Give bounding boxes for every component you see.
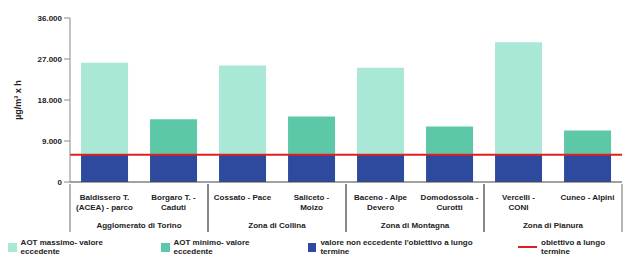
html-text:AOT massimo- valore eccedente: AOT massimo- valore eccedente	[20, 238, 103, 256]
svg-text:Zona di Montagna: Zona di Montagna	[381, 221, 450, 230]
svg-text:(ACEA) - parco: (ACEA) - parco	[76, 203, 133, 212]
svg-text:Saliceto -: Saliceto -	[294, 193, 330, 202]
html-text:obiettivo a lungo termine: obiettivo a lungo termine	[541, 238, 605, 256]
svg-text:Agglomerato di Torino: Agglomerato di Torino	[96, 221, 181, 230]
svg-text:Moizo: Moizo	[300, 203, 323, 212]
svg-text:µg/m³ x h: µg/m³ x h	[13, 80, 23, 120]
svg-text:Zona di Pianura: Zona di Pianura	[523, 221, 584, 230]
svg-text:0: 0	[58, 178, 63, 187]
svg-text:Caduti: Caduti	[161, 203, 186, 212]
svg-text:Borgaro T. -: Borgaro T. -	[151, 193, 196, 202]
svg-text:Baceno - Alpe: Baceno - Alpe	[354, 193, 408, 202]
svg-text:CONI: CONI	[509, 203, 529, 212]
svg-text:Devero: Devero	[367, 203, 394, 212]
svg-text:Zona di Collina: Zona di Collina	[248, 221, 306, 230]
svg-text:Cuneo - Alpini: Cuneo - Alpini	[561, 193, 615, 202]
svg-text:Domodossola -: Domodossola -	[421, 193, 479, 202]
svg-text:Vercelli -: Vercelli -	[502, 193, 535, 202]
svg-text:Cossato - Pace: Cossato - Pace	[214, 193, 272, 202]
svg-text:18.000: 18.000	[38, 96, 63, 105]
svg-text:Curotti: Curotti	[436, 203, 462, 212]
html-text:valore non eccedente l'obietti: valore non eccedente l'obiettivo a lungo…	[320, 238, 473, 256]
svg-text:36.000: 36.000	[38, 14, 63, 23]
svg-text:Baldissero T.: Baldissero T.	[80, 193, 129, 202]
svg-text:27.000: 27.000	[38, 55, 63, 64]
html-text:AOT minimo- valore eccedente: AOT minimo- valore eccedente	[173, 238, 250, 256]
svg-text:9.000: 9.000	[42, 137, 63, 146]
